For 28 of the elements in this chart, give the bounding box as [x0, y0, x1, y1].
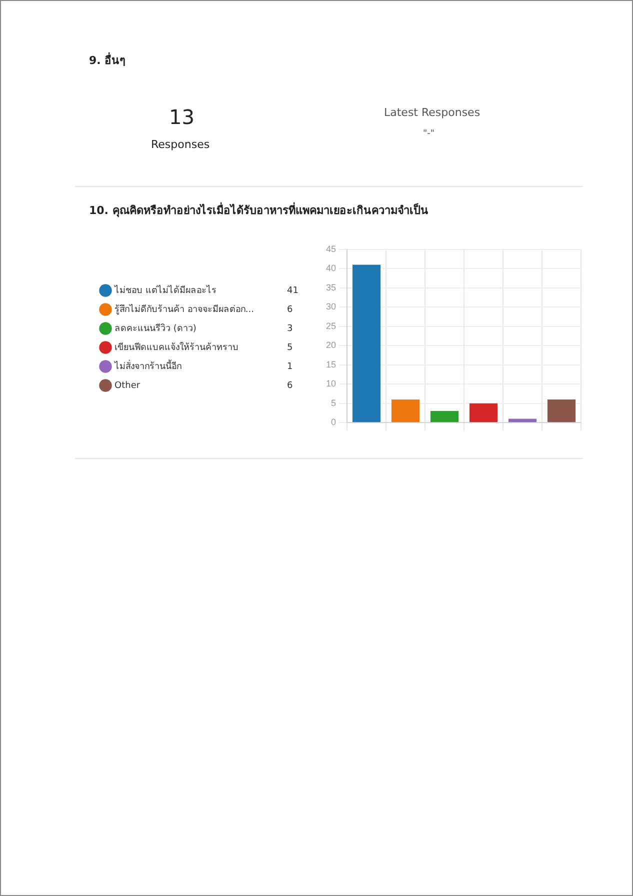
text: 3: [287, 324, 293, 334]
text: "-": [423, 129, 435, 139]
text: 6: [287, 304, 293, 315]
text: 5: [287, 342, 293, 353]
y-tick-label: 25: [326, 320, 336, 331]
legend-label: ลดคะแนนรีวิว (ดาว): [114, 322, 196, 334]
y-tick-label: 5: [330, 398, 336, 408]
text: 9. อื่นๆ: [89, 51, 126, 69]
text: 1: [287, 362, 293, 372]
legend-label: ไม่สั่งจากร้านนี้อีก: [114, 358, 182, 372]
y-tick-label: 40: [326, 263, 336, 274]
text: Responses: [151, 138, 210, 151]
text: 13: [169, 105, 194, 129]
legend-label: เขียนฟีดแบคแจ้งให้ร้านค้าทราบ: [114, 342, 238, 353]
legend-label: รู้สึกไม่ดีกับร้านค้า อาจจะมีผลต่อก...: [114, 304, 254, 315]
text: 41: [287, 286, 298, 296]
y-tick-label: 0: [330, 417, 336, 428]
y-tick-label: 35: [326, 282, 336, 292]
y-tick-label: 45: [326, 244, 336, 254]
y-tick-label: 30: [326, 302, 336, 312]
y-tick-label: 10: [326, 378, 336, 389]
y-tick-label: 20: [326, 340, 336, 350]
text: Latest Responses: [384, 106, 480, 119]
y-tick-label: 15: [326, 359, 336, 370]
text: 6: [287, 380, 293, 391]
legend-label: ไม่ชอบ แต่ไม่ได้มีผลอะไร: [114, 284, 216, 296]
text: 10. คุณคิดหรือทำอย่างไรเมื่อได้รับอาหารที่แพคมาเยอะเกินความจำเป็น: [89, 201, 428, 219]
legend-label: Other: [114, 380, 140, 391]
